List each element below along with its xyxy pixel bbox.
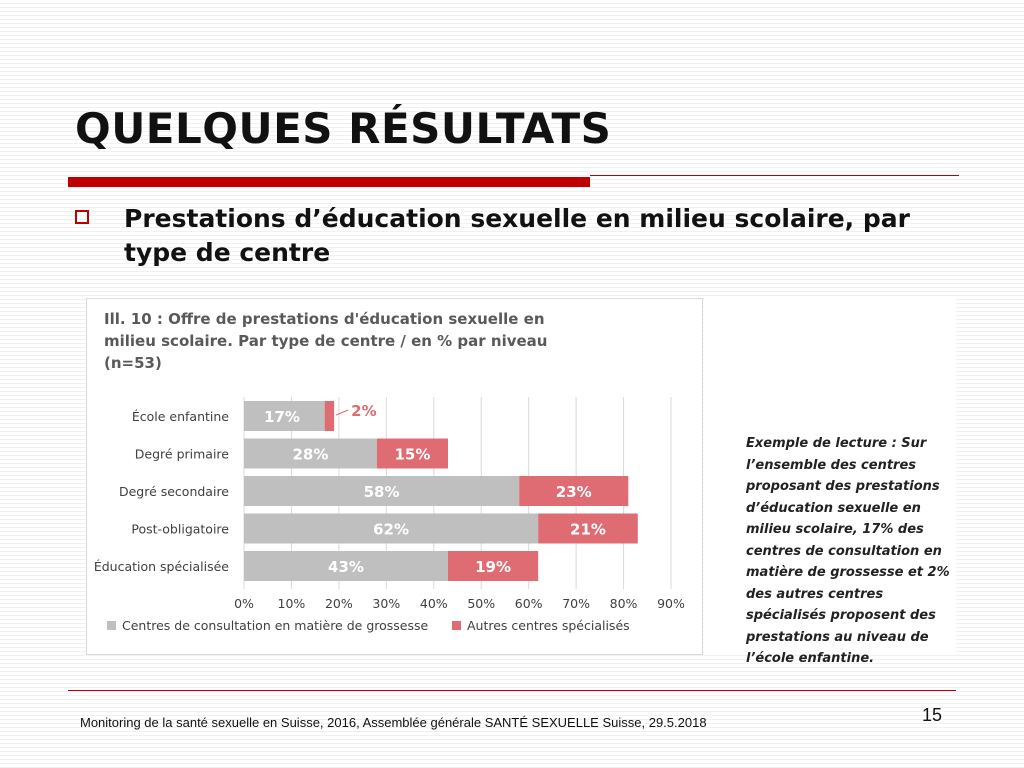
data-label-autres: 15% <box>394 446 430 464</box>
x-tick-label: 0% <box>234 596 254 611</box>
reading-example-note: Exemple de lecture : Sur l’ensemble des … <box>746 436 950 666</box>
title-underline-bar <box>68 177 590 187</box>
chart-title-line: Ill. 10 : Offre de prestations d'éducati… <box>104 310 545 328</box>
legend-label-autres: Autres centres spécialisés <box>467 618 630 633</box>
legend-swatch-consultation <box>107 621 116 630</box>
data-label-consultation: 43% <box>328 558 364 576</box>
bar-segment-autres <box>519 476 629 506</box>
category-label: Post-obligatoire <box>131 522 229 537</box>
chart-title-line: milieu scolaire. Par type de centre / en… <box>104 332 547 350</box>
page-number: 15 <box>922 705 943 725</box>
category-labels: École enfantine Degré primaire Degré secon… <box>94 409 229 574</box>
chart-panel: Ill. 10 : Offre de prestations d'éducati… <box>86 298 703 655</box>
data-label-autres: 19% <box>475 558 511 576</box>
data-label-consultation: 28% <box>292 446 328 464</box>
bar-segment-consultation <box>244 476 520 506</box>
bar-segment-consultation <box>244 513 539 544</box>
bar-segment-autres <box>538 513 638 544</box>
bar-segment-autres <box>448 551 539 581</box>
x-tick-label: 30% <box>372 596 400 611</box>
x-tick-label: 40% <box>420 596 448 611</box>
category-label: Degré secondaire <box>119 484 229 499</box>
x-tick-label: 70% <box>562 596 590 611</box>
bar-segment-consultation <box>244 438 377 469</box>
footer-citation: Monitoring de la santé sexuelle en Suiss… <box>80 715 707 730</box>
data-label-consultation: 17% <box>264 408 300 426</box>
data-label-consultation: 58% <box>364 483 400 501</box>
chart-bars: 17% 2% 28% 15% 58% 23% 62% 21% 43% 19% <box>244 401 638 581</box>
x-tick-label: 60% <box>515 596 543 611</box>
slide-title: QUELQUES RÉSULTATS <box>75 104 612 153</box>
bar-segment-consultation <box>244 401 325 431</box>
data-label-autres: 2% <box>351 402 376 420</box>
data-label-autres: 23% <box>556 483 592 501</box>
data-label-consultation: 62% <box>373 521 409 539</box>
reading-note-panel <box>704 298 956 655</box>
data-label-leader <box>335 409 349 416</box>
bar-segment-consultation <box>244 551 449 581</box>
category-label: École enfantine <box>132 409 229 424</box>
chart-legend: Centres de consultation en matière de gr… <box>107 618 630 633</box>
bar-segment-autres <box>324 401 335 431</box>
x-tick-label: 20% <box>325 596 353 611</box>
bullet-text: Prestations d’éducation sexuelle en mili… <box>124 204 910 267</box>
x-tick-label: 10% <box>278 596 306 611</box>
x-tick-labels: 0% 10% 20% 30% 40% 50% 60% 70% 80% 90% <box>234 596 685 611</box>
bar-segment-autres <box>376 438 449 469</box>
category-label: Degré primaire <box>135 447 229 462</box>
square-bullet-icon <box>75 210 89 224</box>
title-underline-rule <box>590 175 959 176</box>
footer-rule <box>68 690 956 691</box>
stacked-bar-chart: Ill. 10 : Offre de prestations d'éducati… <box>94 310 685 633</box>
chart-title: Ill. 10 : Offre de prestations d'éducati… <box>104 310 547 372</box>
data-label-autres: 21% <box>570 521 606 539</box>
category-label: Éducation spécialisée <box>94 559 229 574</box>
chart-title-line: (n=53) <box>104 354 162 372</box>
x-tick-label: 50% <box>467 596 495 611</box>
legend-label-consultation: Centres de consultation en matière de gr… <box>122 618 429 633</box>
x-tick-label: 80% <box>610 596 638 611</box>
legend-swatch-autres <box>452 621 461 630</box>
x-tick-label: 90% <box>657 596 685 611</box>
